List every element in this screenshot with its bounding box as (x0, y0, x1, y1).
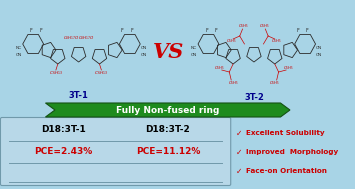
Text: F: F (306, 28, 308, 33)
Text: VS: VS (153, 42, 184, 62)
Text: F: F (205, 28, 208, 33)
Text: Fully Non-fused ring: Fully Non-fused ring (116, 106, 219, 115)
Text: $\mathit{C_8H_{17}O}$: $\mathit{C_8H_{17}O}$ (78, 34, 95, 42)
Polygon shape (45, 103, 290, 117)
Text: CN: CN (141, 53, 147, 57)
Text: Excellent Solubility: Excellent Solubility (246, 130, 325, 136)
Text: $\mathit{C_8H_{17}O}$: $\mathit{C_8H_{17}O}$ (63, 34, 80, 42)
Text: F: F (130, 28, 133, 33)
Text: $\mathit{C_6H_5}$: $\mathit{C_6H_5}$ (214, 64, 225, 72)
Text: 3T-2: 3T-2 (244, 92, 264, 101)
Text: PCE=11.12%: PCE=11.12% (136, 147, 200, 156)
Text: CN: CN (16, 53, 22, 57)
Text: Improved  Morphology: Improved Morphology (246, 149, 339, 155)
Text: Face-on Orientation: Face-on Orientation (246, 168, 327, 174)
Text: ✓: ✓ (236, 167, 242, 176)
Text: NC: NC (16, 46, 22, 50)
Text: D18:3T-2: D18:3T-2 (146, 125, 190, 135)
Text: CN: CN (141, 46, 147, 50)
Text: F: F (296, 28, 299, 33)
Text: $\mathit{C_6H_{13}}$: $\mathit{C_6H_{13}}$ (49, 69, 63, 77)
Text: PCE=2.43%: PCE=2.43% (34, 147, 92, 156)
Text: $\mathit{C_6H_5}$: $\mathit{C_6H_5}$ (238, 22, 249, 30)
Text: 3T-1: 3T-1 (69, 91, 89, 99)
Text: $\mathit{C_6H_5}$: $\mathit{C_6H_5}$ (283, 64, 294, 72)
FancyBboxPatch shape (0, 118, 231, 185)
Text: CN: CN (316, 46, 322, 50)
Text: $\mathit{C_6H_5}$: $\mathit{C_6H_5}$ (269, 79, 280, 87)
Text: NC: NC (191, 46, 197, 50)
Text: $\mathit{C_6H_5}$: $\mathit{C_6H_5}$ (271, 37, 282, 45)
Text: F: F (30, 28, 33, 33)
Text: CN: CN (316, 53, 322, 57)
Text: $\mathit{C_6H_{13}}$: $\mathit{C_6H_{13}}$ (94, 69, 108, 77)
Text: CN: CN (191, 53, 197, 57)
Text: F: F (121, 28, 124, 33)
Text: F: F (215, 28, 217, 33)
Text: D18:3T-1: D18:3T-1 (41, 125, 86, 135)
Text: ✓: ✓ (236, 129, 242, 138)
Text: $\mathit{C_6H_5}$: $\mathit{C_6H_5}$ (226, 37, 237, 45)
Text: ✓: ✓ (236, 147, 242, 156)
Text: $\mathit{C_6H_5}$: $\mathit{C_6H_5}$ (259, 22, 270, 30)
Text: F: F (39, 28, 42, 33)
Text: $\mathit{C_6H_5}$: $\mathit{C_6H_5}$ (228, 79, 239, 87)
